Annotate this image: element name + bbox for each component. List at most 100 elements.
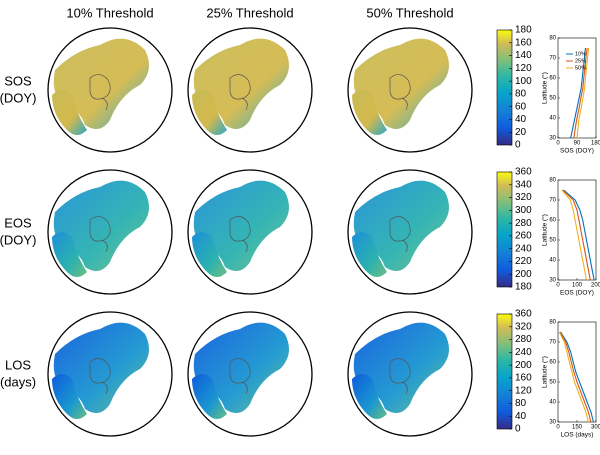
series-line [560,331,594,423]
x-tick-label: 100 [572,283,583,289]
y-tick-label: 70 [549,340,556,346]
colorbar-tick-label: 200 [515,269,532,280]
y-tick-label: 80 [549,36,556,42]
land [52,90,87,135]
land [352,374,387,419]
colorbar-tick-label: 280 [515,218,532,229]
land [353,322,449,413]
colorbar-tick-label: 340 [515,179,532,190]
y-tick-label: 40 [549,116,556,122]
coast [229,74,251,111]
series-line [570,47,586,139]
y-tick-label: 80 [549,178,556,184]
map [187,169,313,295]
colorbar-tick-label: 160 [515,373,532,384]
colorbar-tick-label: 300 [515,205,532,216]
land [52,374,87,419]
map [347,311,473,437]
x-axis-label: SOS (DOY) [560,148,594,155]
colorbar-tick-label: 280 [515,334,532,345]
y-tick-label: 50 [549,96,556,102]
column-header: 25% Threshold [206,5,293,20]
series-line [563,189,595,281]
colorbar-tick-label: 40 [515,114,527,125]
colorbar-tick-label: 80 [515,398,527,409]
land [193,322,289,413]
coast [229,216,251,253]
map [47,311,173,437]
x-tick-label: 150 [572,425,583,431]
colorbar-tick-label: 260 [515,231,532,242]
y-tick-label: 40 [549,258,556,264]
colorbar-tick-label: 180 [515,282,532,293]
legend-label: 25% [575,58,586,64]
y-tick-label: 60 [549,360,556,366]
colorbar [496,313,513,430]
coast [389,216,411,253]
series-line [558,331,589,423]
y-tick-label: 30 [549,420,556,426]
colorbar-tick-label: 40 [515,411,527,422]
x-tick-label: 180 [591,141,600,147]
colorbar-tick-label: 160 [515,37,532,48]
colorbar-tick-label: 360 [515,309,532,320]
x-tick-label: 0 [556,141,560,147]
colorbar-tick-label: 240 [515,243,532,254]
x-tick-label: 200 [591,283,600,289]
colorbar-tick-label: 120 [515,385,532,396]
colorbar-tick-label: 140 [515,50,532,61]
colorbar-tick-label: 60 [515,101,527,112]
y-tick-label: 60 [549,218,556,224]
y-axis-label: Latitude (°) [541,356,549,388]
land [352,232,387,277]
colorbar-tick-label: 320 [515,192,532,203]
colorbar-tick-label: 0 [515,424,521,435]
y-tick-label: 70 [549,56,556,62]
legend-label: 10% [575,51,586,57]
x-axis-label: LOS (days) [561,432,594,439]
colorbar-tick-label: 200 [515,360,532,371]
row-label: LOS [5,357,31,372]
y-axis-label: Latitude (°) [541,214,549,246]
y-tick-label: 40 [549,400,556,406]
colorbar-tick-label: 320 [515,321,532,332]
colorbar-tick-label: 0 [515,140,521,151]
x-axis-label: EOS (DOY) [560,290,594,297]
land [53,180,149,271]
colorbar-tick-label: 80 [515,89,527,100]
map [47,169,173,295]
coast [89,216,111,253]
y-axis-label: Latitude (°) [541,72,549,104]
colorbar-tick-label: 220 [515,256,532,267]
y-tick-label: 30 [549,136,556,142]
coast [89,358,111,395]
y-tick-label: 70 [549,198,556,204]
land [192,90,227,135]
column-header: 10% Threshold [66,5,153,20]
colorbar-tick-label: 240 [515,347,532,358]
legend-label: 50% [575,65,586,71]
land [53,38,149,129]
land [353,180,449,271]
land [53,322,149,413]
coast [89,74,111,111]
colorbar [496,171,513,288]
x-tick-label: 90 [574,141,581,147]
row-label: (days) [0,374,36,389]
y-tick-label: 30 [549,278,556,284]
map [347,169,473,295]
y-tick-label: 60 [549,76,556,82]
coast [389,74,411,111]
row-label: (DOY) [0,90,36,105]
land [52,232,87,277]
column-header: 50% Threshold [366,5,453,20]
series-line [576,47,590,139]
colorbar-tick-label: 180 [515,25,532,36]
map [187,311,313,437]
land [352,90,387,135]
land [193,38,289,129]
map [347,27,473,153]
land [192,374,227,419]
row-label: SOS [4,73,32,88]
